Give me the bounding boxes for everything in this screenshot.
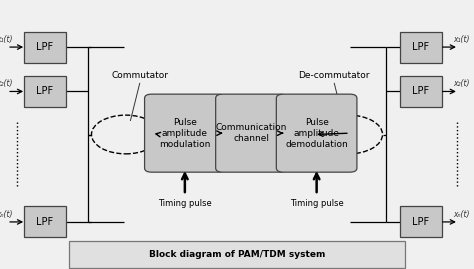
Text: Communication
channel: Communication channel <box>216 123 287 143</box>
Text: xₙ(t): xₙ(t) <box>0 210 13 219</box>
Text: x₂(t): x₂(t) <box>453 79 469 89</box>
Text: xₙ(t): xₙ(t) <box>453 210 469 219</box>
Text: LPF: LPF <box>412 42 429 52</box>
FancyBboxPatch shape <box>69 241 405 268</box>
Text: De-commutator: De-commutator <box>299 71 370 80</box>
Text: Timing pulse: Timing pulse <box>158 199 212 208</box>
FancyBboxPatch shape <box>400 32 442 63</box>
Text: LPF: LPF <box>412 217 429 227</box>
Text: x₁(t): x₁(t) <box>0 35 13 44</box>
Text: Commutator: Commutator <box>111 71 168 80</box>
Text: Timing pulse: Timing pulse <box>290 199 344 208</box>
FancyBboxPatch shape <box>216 94 287 172</box>
FancyBboxPatch shape <box>145 94 225 172</box>
Text: LPF: LPF <box>36 217 54 227</box>
Text: x₁(t): x₁(t) <box>453 35 469 44</box>
FancyBboxPatch shape <box>276 94 357 172</box>
FancyBboxPatch shape <box>24 32 66 63</box>
Text: LPF: LPF <box>412 86 429 97</box>
Text: x₂(t): x₂(t) <box>0 79 13 89</box>
FancyBboxPatch shape <box>400 207 442 238</box>
Text: Pulse
amplitude
demodulation: Pulse amplitude demodulation <box>285 118 348 149</box>
Text: Pulse
amplitude
modulation: Pulse amplitude modulation <box>159 118 210 149</box>
Text: LPF: LPF <box>36 86 54 97</box>
FancyBboxPatch shape <box>24 207 66 238</box>
FancyBboxPatch shape <box>400 76 442 107</box>
Text: LPF: LPF <box>36 42 54 52</box>
FancyBboxPatch shape <box>24 76 66 107</box>
Text: Block diagram of PAM/TDM system: Block diagram of PAM/TDM system <box>149 250 325 259</box>
